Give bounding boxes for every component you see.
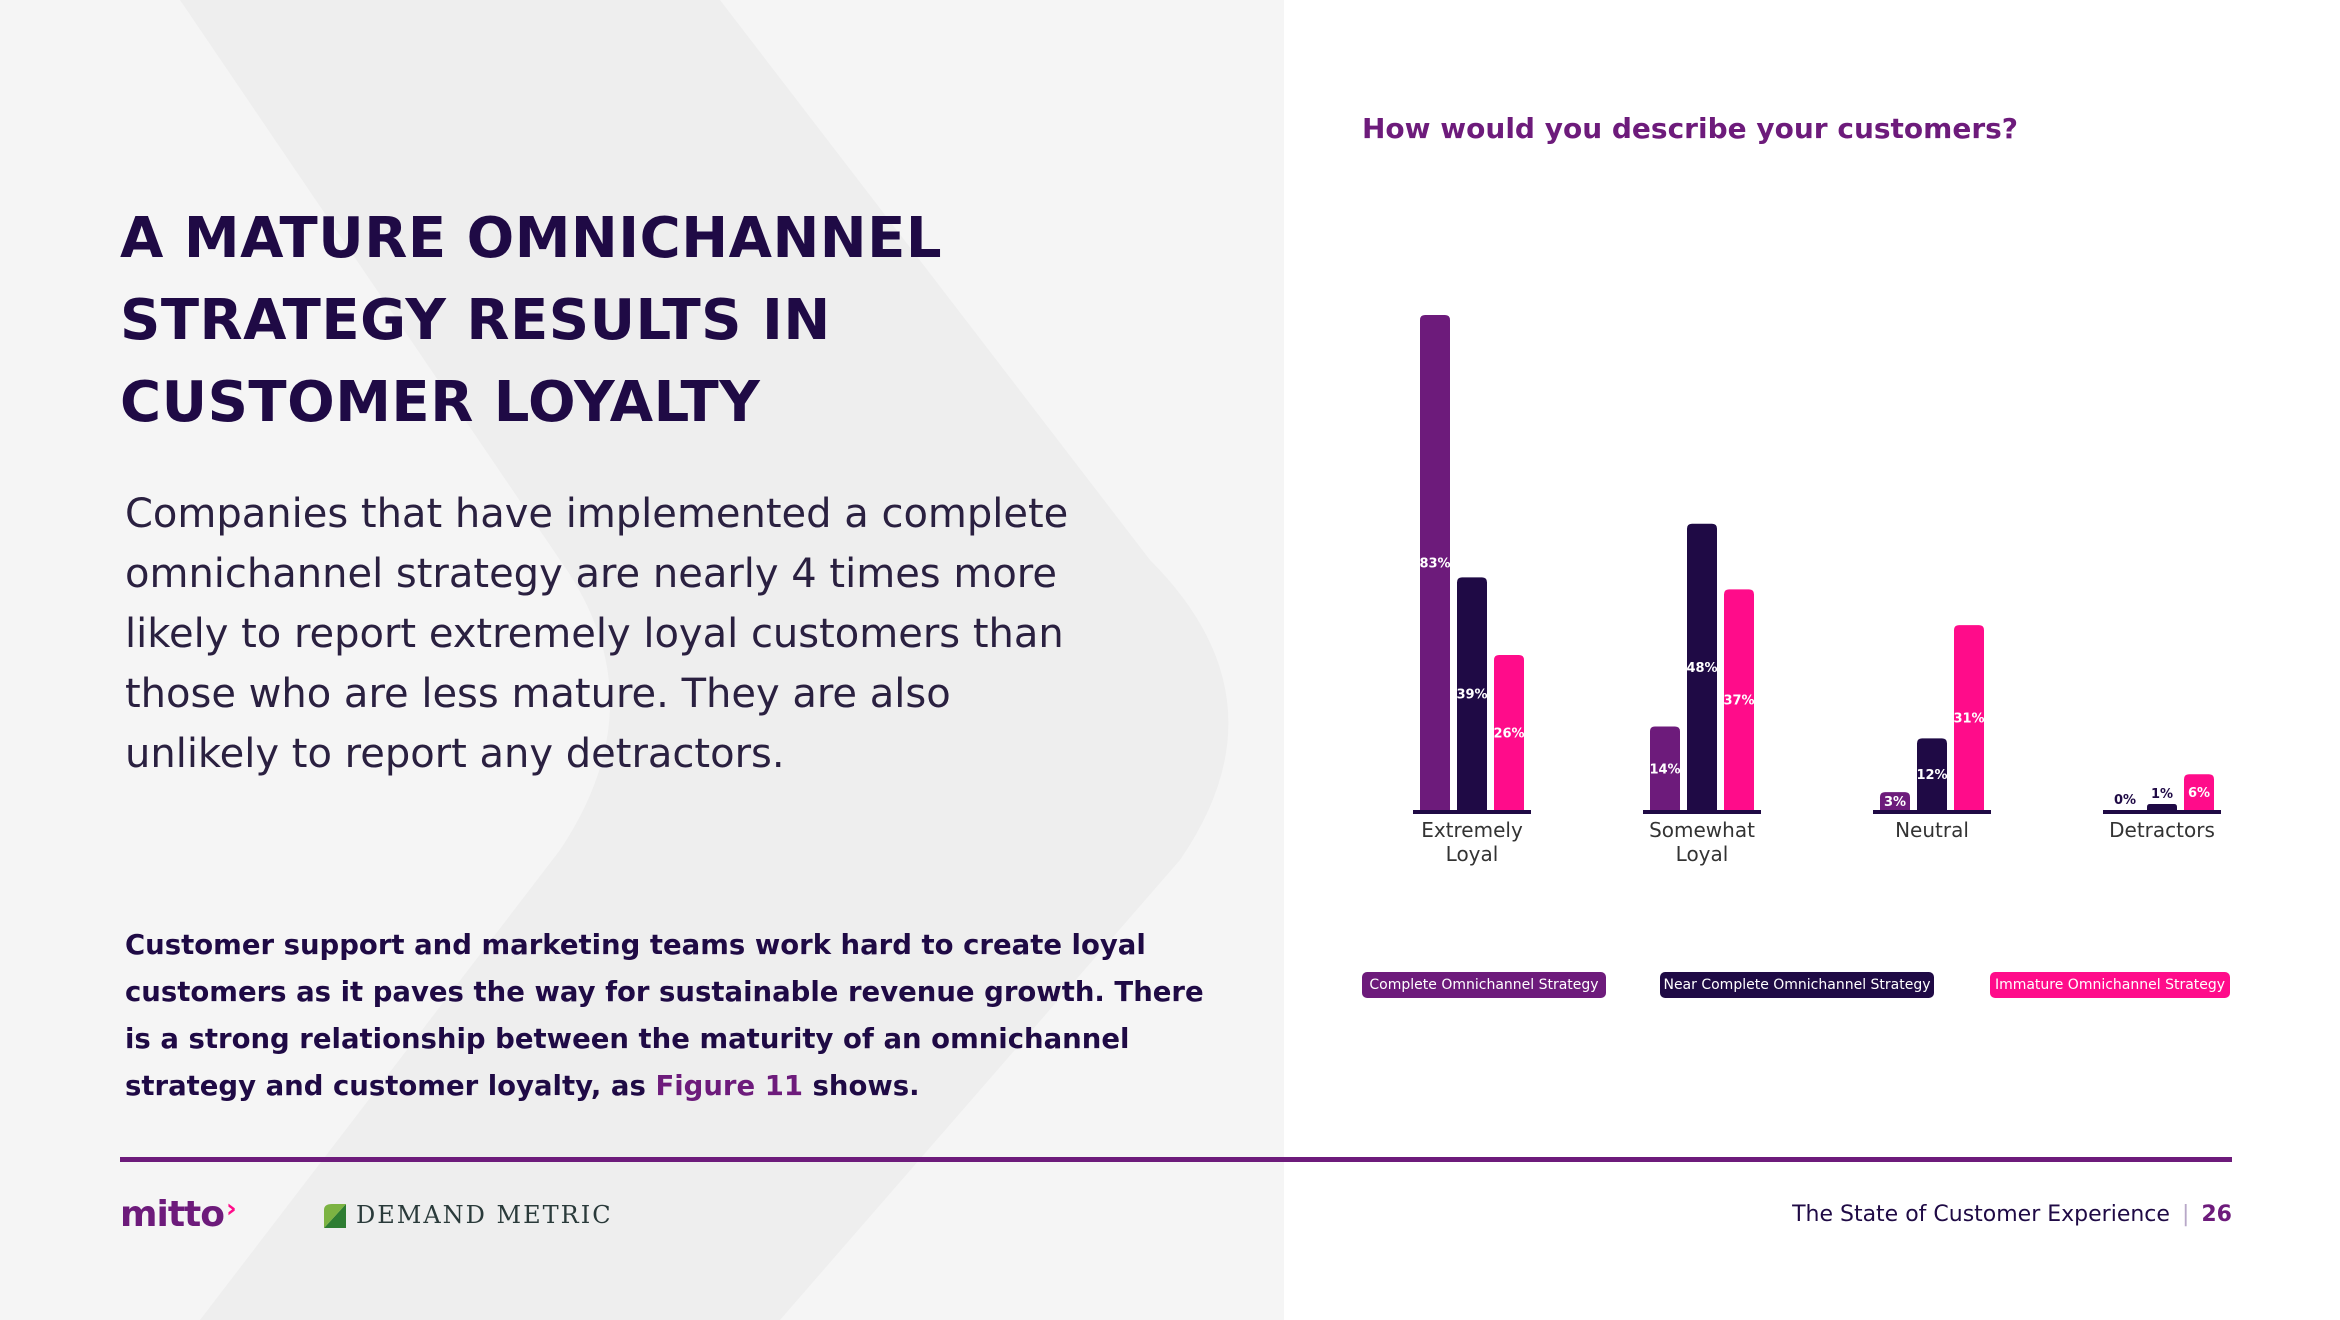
left-panel xyxy=(0,0,1284,1320)
category-label-detractors-1: Detractors xyxy=(2109,818,2215,842)
demand-metric-leaf-icon xyxy=(324,1204,346,1228)
background-chevron-shape xyxy=(0,0,1284,1320)
bar-value-extremely-loyal-immature-omnichannel-strategy: 26% xyxy=(1493,726,1524,741)
bar-somewhat-loyal-complete-omnichannel-strategy xyxy=(1650,726,1680,810)
bar-value-somewhat-loyal-near-complete-omnichannel-strategy: 48% xyxy=(1686,661,1717,676)
category-label-somewhat-loyal-2: Loyal xyxy=(1676,842,1729,866)
mitto-arrow-icon: › xyxy=(226,1194,237,1224)
page-number: 26 xyxy=(2201,1202,2232,1227)
intro-paragraph: Companies that have implemented a comple… xyxy=(125,491,1069,777)
footer-divider xyxy=(120,1157,2232,1162)
bar-somewhat-loyal-immature-omnichannel-strategy xyxy=(1724,589,1754,810)
bar-value-somewhat-loyal-immature-omnichannel-strategy: 37% xyxy=(1723,694,1754,709)
bar-value-extremely-loyal-complete-omnichannel-strategy: 83% xyxy=(1419,557,1450,572)
page-headline: A MATURE OMNICHANNEL STRATEGY RESULTS IN… xyxy=(120,198,1020,444)
footer-separator: | xyxy=(2181,1202,2190,1227)
bar-detractors-immature-omnichannel-strategy xyxy=(2184,774,2214,810)
bar-value-detractors-immature-omnichannel-strategy: 6% xyxy=(2188,786,2210,801)
bar-somewhat-loyal-near-complete-omnichannel-strategy xyxy=(1687,523,1717,810)
bar-value-neutral-complete-omnichannel-strategy: 3% xyxy=(1884,795,1906,810)
headline-line-3: CUSTOMER LOYALTY xyxy=(120,370,761,435)
detail-text: Customer support and marketing teams wor… xyxy=(125,929,1204,1102)
bar-value-neutral-near-complete-omnichannel-strategy: 12% xyxy=(1916,768,1947,783)
category-label-extremely-loyal-1: Extremely xyxy=(1421,818,1523,842)
chart-title: How would you describe your customers? xyxy=(1362,112,2019,145)
detail-suffix: shows. xyxy=(802,1070,920,1102)
detail-paragraph: Customer support and marketing teams wor… xyxy=(125,922,1205,1110)
bar-value-somewhat-loyal-complete-omnichannel-strategy: 14% xyxy=(1649,762,1680,777)
footer-report-info: The State of Customer Experience | 26 xyxy=(1792,1202,2232,1227)
bar-neutral-immature-omnichannel-strategy xyxy=(1954,625,1984,810)
mitto-logo: mitto› xyxy=(120,1194,237,1235)
bar-value-detractors-near-complete-omnichannel-strategy: 1% xyxy=(2151,787,2173,802)
mitto-logo-text: mitto xyxy=(120,1194,225,1235)
figure-11-link[interactable]: Figure 11 xyxy=(655,1070,803,1102)
category-label-somewhat-loyal-1: Somewhat xyxy=(1649,818,1755,842)
demand-metric-text: DEMAND METRIC xyxy=(356,1201,613,1229)
legend-complete-omnichannel[interactable]: Complete Omnichannel Strategy xyxy=(1362,972,1606,998)
bar-detractors-near-complete-omnichannel-strategy xyxy=(2147,804,2177,810)
bar-extremely-loyal-near-complete-omnichannel-strategy xyxy=(1457,577,1487,810)
bar-extremely-loyal-immature-omnichannel-strategy xyxy=(1494,654,1524,810)
bar-neutral-complete-omnichannel-strategy xyxy=(1880,792,1910,810)
legend-near-complete-omnichannel[interactable]: Near Complete Omnichannel Strategy xyxy=(1660,972,1934,998)
report-title: The State of Customer Experience xyxy=(1792,1202,2170,1227)
category-label-neutral-1: Neutral xyxy=(1895,818,1969,842)
bar-value-neutral-immature-omnichannel-strategy: 31% xyxy=(1953,712,1984,727)
legend-immature-omnichannel[interactable]: Immature Omnichannel Strategy xyxy=(1990,972,2230,998)
bar-neutral-near-complete-omnichannel-strategy xyxy=(1917,738,1947,810)
headline-line-2: STRATEGY RESULTS IN xyxy=(120,288,831,353)
bar-chart: 83%39%26%ExtremelyLoyal14%48%37%Somewhat… xyxy=(1413,315,2221,866)
bar-value-detractors-complete-omnichannel-strategy: 0% xyxy=(2114,793,2136,808)
bar-value-extremely-loyal-near-complete-omnichannel-strategy: 39% xyxy=(1456,688,1487,703)
category-label-extremely-loyal-2: Loyal xyxy=(1446,842,1499,866)
bar-extremely-loyal-complete-omnichannel-strategy xyxy=(1420,315,1450,810)
headline-line-1: A MATURE OMNICHANNEL xyxy=(120,206,943,271)
